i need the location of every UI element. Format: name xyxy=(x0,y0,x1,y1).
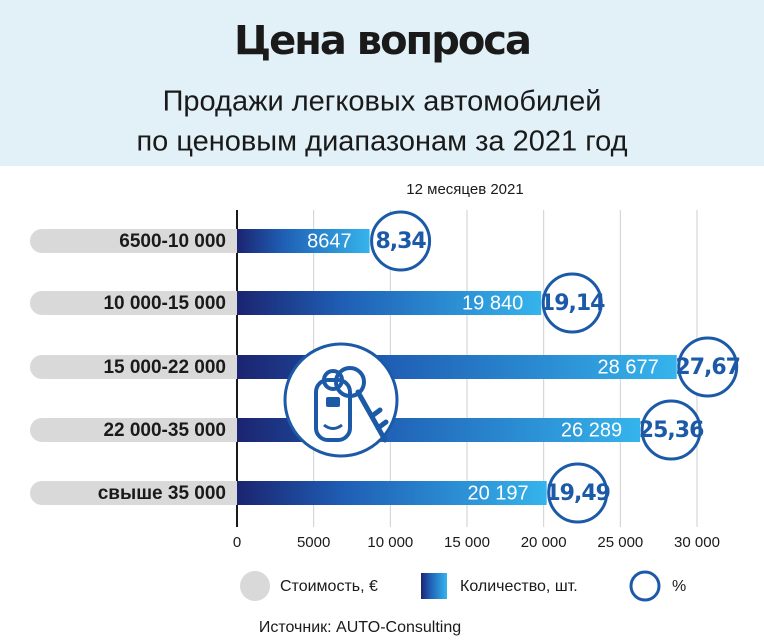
x-tick-label: 15 000 xyxy=(444,534,490,551)
subtitle: по ценовым диапазонам за 2021 год xyxy=(136,126,627,158)
category-pill xyxy=(30,355,257,379)
percent-label: 19,14 xyxy=(540,291,605,316)
legend-swatch xyxy=(421,573,447,599)
category-pill xyxy=(30,229,257,253)
x-tick-label: 0 xyxy=(233,534,241,551)
percent-label: 25,36 xyxy=(639,418,704,443)
category-label: 15 000-22 000 xyxy=(103,357,226,378)
legend-swatch xyxy=(629,570,661,602)
legend-label: Стоимость, € xyxy=(280,578,378,595)
legend-label: % xyxy=(672,578,686,595)
legend-label: Количество, шт. xyxy=(460,578,578,595)
period: 12 месяцев 2021 xyxy=(406,181,523,198)
legend-swatch xyxy=(240,571,270,601)
header-band xyxy=(0,0,764,166)
value-label: 20 197 xyxy=(468,482,529,504)
x-tick-label: 5000 xyxy=(297,534,330,551)
category-label: 22 000-35 000 xyxy=(103,420,226,441)
value-label: 26 289 xyxy=(561,419,622,441)
percent-badge xyxy=(640,399,702,461)
percent-badge xyxy=(541,272,603,334)
percent-label: 19,49 xyxy=(545,481,610,506)
category-pill xyxy=(30,481,257,505)
x-tick-label: 25 000 xyxy=(597,534,643,551)
chart-title: Цена вопроса xyxy=(234,18,530,64)
category-pill xyxy=(30,291,257,315)
category-label: 6500-10 000 xyxy=(119,231,226,252)
percent-badge xyxy=(547,462,609,524)
x-tick-label: 20 000 xyxy=(521,534,567,551)
value-label: 19 840 xyxy=(462,292,523,314)
source: Источник: AUTO-Consulting xyxy=(259,619,461,636)
value-label: 28 677 xyxy=(598,356,659,378)
key-icon xyxy=(283,342,399,458)
percent-label: 27,67 xyxy=(675,355,740,380)
category-label: свыше 35 000 xyxy=(98,483,226,504)
x-tick-label: 10 000 xyxy=(367,534,413,551)
percent-badge xyxy=(677,336,739,398)
percent-label: 8,34 xyxy=(375,229,426,254)
bar xyxy=(237,481,547,505)
value-label: 8647 xyxy=(307,230,352,252)
legend: Стоимость, € Количество, шт. % xyxy=(240,570,686,602)
percent-badge xyxy=(370,210,432,272)
category-label: 10 000-15 000 xyxy=(103,293,226,314)
bar xyxy=(237,291,542,315)
x-tick-label: 30 000 xyxy=(674,534,720,551)
category-pill xyxy=(30,418,257,442)
bar xyxy=(237,229,370,253)
subtitle: Продажи легковых автомобилей xyxy=(163,86,602,118)
